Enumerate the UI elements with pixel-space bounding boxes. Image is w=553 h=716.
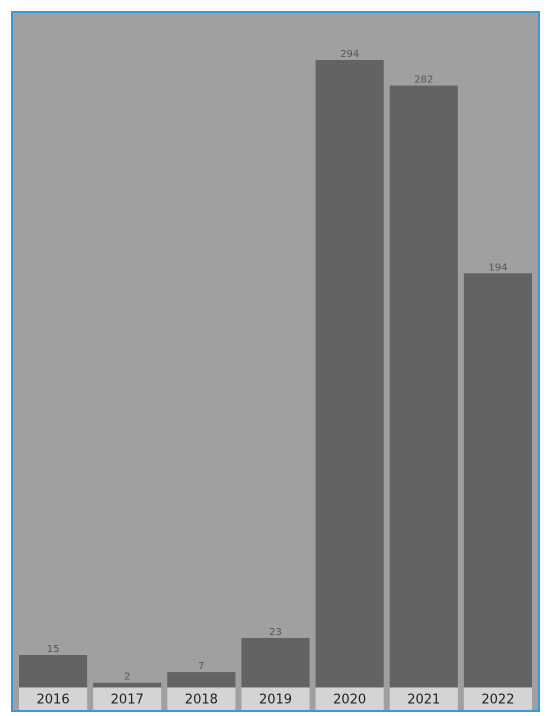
- x-tick-cell-2021: [389, 688, 458, 710]
- x-tick-label-2020: 2020: [333, 693, 366, 708]
- bar-2021: [389, 85, 458, 687]
- x-tick-cell-2017: [93, 688, 162, 710]
- data-label-2022: 194: [488, 262, 507, 273]
- bar-2018: [167, 672, 236, 687]
- data-label-2020: 294: [340, 49, 359, 60]
- bar-2019: [241, 637, 310, 687]
- x-tick-cell-2019: [241, 688, 310, 710]
- bar-2016: [19, 655, 88, 687]
- chart-container: 15 2 7 23 294 282 194 2016 2017 2018 2019 2020 2021…: [11, 11, 540, 712]
- data-label-2019: 23: [269, 627, 282, 638]
- x-tick-label-2017: 2017: [111, 693, 144, 708]
- data-label-2021: 282: [414, 75, 433, 86]
- x-tick-label-2018: 2018: [185, 693, 218, 708]
- x-axis: 2016 2017 2018 2019 2020 2021 2022: [19, 688, 532, 710]
- x-tick-cell-2022: [463, 688, 532, 710]
- x-tick-label-2021: 2021: [407, 693, 440, 708]
- x-tick-cell-2020: [315, 688, 384, 710]
- bar-2017: [93, 682, 162, 687]
- x-tick-label-2019: 2019: [259, 693, 292, 708]
- bar-chart: 15 2 7 23 294 282 194 2016 2017 2018 2019 2020 2021…: [19, 49, 532, 710]
- bar-2020: [315, 60, 384, 687]
- data-label-2018: 7: [198, 661, 204, 672]
- bar-2022: [463, 273, 532, 687]
- data-label-2017: 2: [124, 672, 130, 683]
- x-tick-label-2016: 2016: [37, 693, 70, 708]
- x-tick-cell-2016: [19, 688, 88, 710]
- x-tick-cell-2018: [167, 688, 236, 710]
- bars-layer: 15 2 7 23 294 282 194: [19, 49, 532, 687]
- x-tick-label-2022: 2022: [481, 693, 514, 708]
- data-label-2016: 15: [47, 644, 60, 655]
